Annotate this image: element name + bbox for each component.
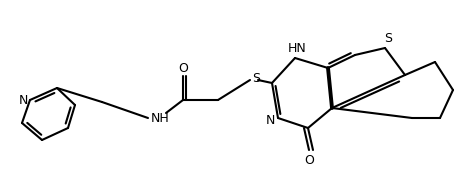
Text: O: O [303,154,313,168]
Text: NH: NH [151,112,169,126]
Text: HN: HN [287,43,306,55]
Text: N: N [265,115,274,127]
Text: S: S [383,32,391,45]
Text: O: O [177,62,187,74]
Text: S: S [252,71,259,85]
Text: N: N [18,93,28,107]
